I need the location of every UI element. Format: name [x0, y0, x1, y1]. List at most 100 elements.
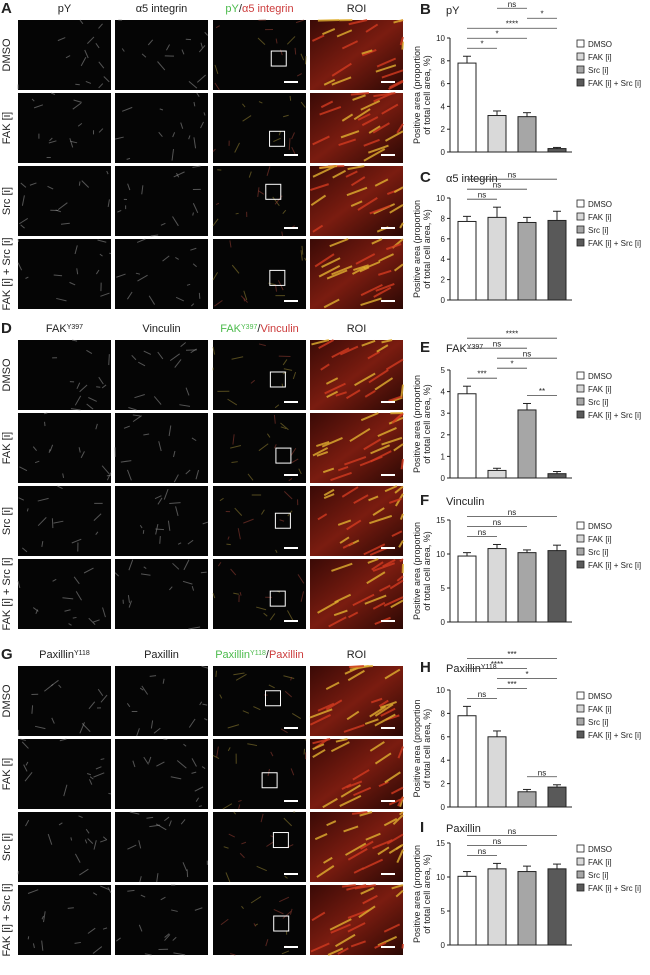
legend-label: DMSO — [588, 40, 612, 49]
texture — [191, 585, 195, 591]
texture — [368, 369, 389, 384]
legend-swatch — [576, 560, 585, 569]
micrograph — [213, 885, 306, 955]
legend-swatch — [576, 199, 585, 208]
texture — [330, 741, 350, 753]
texture — [372, 601, 386, 610]
y-tick-label: 1 — [441, 452, 446, 461]
texture — [316, 451, 329, 457]
texture — [250, 379, 256, 384]
texture — [279, 896, 290, 903]
texture — [352, 94, 366, 101]
texture — [48, 449, 51, 453]
texture — [290, 768, 295, 776]
panel-letter: C — [420, 169, 431, 186]
texture — [17, 262, 23, 271]
texture — [395, 889, 404, 898]
texture — [373, 92, 396, 98]
texture — [312, 738, 331, 745]
texture — [69, 281, 76, 286]
texture — [158, 441, 162, 452]
texture — [79, 384, 88, 393]
texture — [114, 572, 119, 577]
texture — [56, 297, 67, 302]
sig-label: **** — [506, 330, 518, 339]
legend-label: FAK [i] — [588, 213, 612, 222]
roi-box — [261, 772, 278, 789]
error-bar — [553, 146, 561, 149]
legend-swatch — [576, 410, 585, 419]
texture — [167, 520, 171, 531]
texture — [186, 283, 191, 286]
legend-swatch — [576, 717, 585, 726]
texture — [386, 833, 404, 845]
texture — [351, 811, 368, 815]
texture — [134, 394, 145, 399]
bar — [457, 875, 477, 946]
texture — [92, 892, 98, 896]
texture — [323, 488, 335, 497]
column-header: Paxillin — [144, 649, 179, 661]
header-part: Paxillin — [39, 649, 74, 661]
texture — [160, 896, 166, 901]
texture — [191, 758, 197, 767]
micrograph — [115, 739, 208, 809]
texture — [141, 185, 144, 195]
texture — [329, 918, 352, 931]
texture — [253, 706, 261, 711]
sig-label: ns — [493, 837, 501, 846]
panel-letter: E — [420, 339, 430, 356]
title-sup: Y118 — [481, 664, 497, 671]
texture — [100, 885, 110, 891]
texture — [353, 786, 372, 797]
texture — [76, 268, 79, 275]
texture — [250, 896, 262, 904]
legend-swatch — [576, 857, 585, 866]
row-label: DMSO — [1, 358, 13, 391]
texture — [213, 300, 223, 307]
texture — [304, 738, 307, 741]
column-header: ROI — [347, 3, 367, 15]
texture — [202, 521, 209, 525]
texture — [399, 558, 404, 563]
column-header: PaxillinY118 — [39, 649, 90, 661]
legend-label: DMSO — [588, 200, 612, 209]
texture — [353, 867, 365, 874]
texture — [322, 797, 338, 809]
texture — [87, 927, 96, 934]
texture — [341, 40, 359, 50]
texture — [367, 350, 381, 360]
texture — [380, 707, 396, 717]
texture — [279, 49, 283, 56]
texture — [353, 108, 371, 121]
micrograph — [115, 812, 208, 882]
texture — [347, 909, 370, 919]
texture — [156, 873, 159, 883]
texture — [383, 923, 401, 933]
texture — [92, 619, 100, 623]
texture — [26, 508, 29, 512]
row-label: FAK [i] — [1, 758, 13, 790]
texture — [84, 49, 89, 59]
texture — [85, 80, 92, 84]
texture — [98, 61, 105, 69]
texture — [176, 760, 187, 769]
texture — [121, 106, 133, 112]
texture — [322, 467, 335, 474]
texture — [21, 741, 29, 749]
micrograph — [115, 486, 208, 556]
texture — [219, 497, 224, 502]
texture — [270, 751, 274, 757]
texture — [191, 437, 197, 442]
y-tick-label: 4 — [441, 255, 446, 264]
error-bar — [493, 206, 501, 218]
texture — [168, 425, 172, 437]
texture — [231, 356, 244, 360]
texture — [194, 786, 204, 792]
legend-swatch — [576, 238, 585, 247]
texture — [34, 725, 46, 730]
texture — [194, 907, 203, 911]
texture — [17, 238, 20, 243]
texture — [170, 776, 182, 780]
texture — [377, 426, 397, 438]
